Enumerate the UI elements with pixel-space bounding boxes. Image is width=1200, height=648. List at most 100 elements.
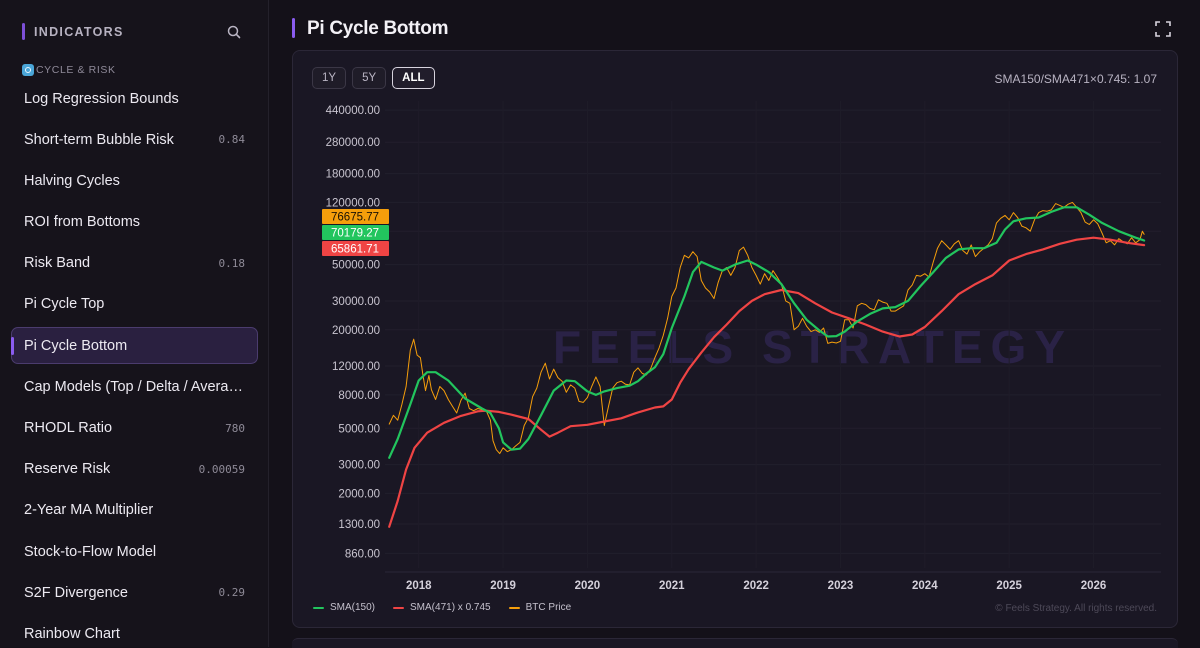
chart-panel: FEELS STRATEGY 440000.00 280000.00 180000.0… xyxy=(292,50,1178,628)
range-1y-button[interactable]: 1Y xyxy=(312,67,347,89)
next-panel-edge xyxy=(292,638,1178,648)
x-tick-label: 2023 xyxy=(828,580,854,592)
price-label-value: 65861.71 xyxy=(331,244,379,256)
x-tick-label: 2025 xyxy=(996,580,1022,592)
y-tick-label: 50000.00 xyxy=(332,260,380,272)
series-line-btc-price xyxy=(388,201,1145,455)
sidebar-item-label: Stock-to-Flow Model xyxy=(24,543,157,560)
legend-swatch-sma150 xyxy=(313,606,324,609)
y-tick-label: 2000.00 xyxy=(338,488,380,500)
y-tick-label: 860.00 xyxy=(345,548,380,560)
sidebar-item-short-term-bubble-risk[interactable]: Short-term Bubble Risk 0.84 xyxy=(11,121,258,158)
price-label-sma-471-x-0-745: 65861.71 xyxy=(322,241,389,256)
price-label-sma-150: 70179.27 xyxy=(322,225,389,240)
watermark: FEELS STRATEGY xyxy=(553,321,1073,373)
chart-legend: SMA(150) SMA(471) x 0.745 BTC Price xyxy=(313,602,571,613)
y-tick-label: 20000.00 xyxy=(332,325,380,337)
pi-cycle-bottom-chart[interactable]: FEELS STRATEGY 440000.00 280000.00 180000.0… xyxy=(293,51,1177,627)
x-tick-label: 2021 xyxy=(659,580,685,592)
sidebar-item-stock-to-flow-model[interactable]: Stock-to-Flow Model xyxy=(11,533,258,570)
sidebar-item-value: 0.84 xyxy=(218,133,246,147)
series-line-sma-150 xyxy=(388,206,1146,459)
sidebar-item-label: ROI from Bottoms xyxy=(24,214,141,231)
x-tick-label: 2020 xyxy=(575,580,601,592)
sidebar-header: INDICATORS xyxy=(22,22,246,42)
sidebar-header-accent xyxy=(22,23,25,40)
range-all-button[interactable]: ALL xyxy=(392,67,435,89)
y-tick-label: 8000.00 xyxy=(338,390,380,402)
price-label-value: 76675.77 xyxy=(331,212,379,224)
sidebar-item-log-regression-bounds[interactable]: Log Regression Bounds xyxy=(11,80,258,117)
sidebar-item-2-year-ma-multiplier[interactable]: 2-Year MA Multiplier xyxy=(11,492,258,529)
section-header-cycle-risk: CYCLE & RISK xyxy=(22,62,116,78)
y-tick-label: 440000.00 xyxy=(326,105,380,117)
sidebar-item-label: Rainbow Chart xyxy=(24,625,120,642)
y-tick-label: 280000.00 xyxy=(326,137,380,149)
search-icon[interactable] xyxy=(226,24,242,40)
legend-label-sma150: SMA(150) xyxy=(330,602,376,613)
sidebar-item-pi-cycle-top[interactable]: Pi Cycle Top xyxy=(11,286,258,323)
page-title: Pi Cycle Bottom xyxy=(307,18,449,39)
sidebar-item-roi-from-bottoms[interactable]: ROI from Bottoms xyxy=(11,204,258,241)
sidebar-item-value: 0.00059 xyxy=(198,462,245,476)
sidebar-item-value: 0.29 xyxy=(218,586,246,600)
sidebar-item-label: RHODL Ratio xyxy=(24,420,113,436)
y-tick-label: 30000.00 xyxy=(332,296,380,308)
price-label-value: 70179.27 xyxy=(331,228,379,240)
sidebar-item-value: 780 xyxy=(225,421,245,435)
legend-item-sma471[interactable]: SMA(471) x 0.745 xyxy=(393,602,491,613)
title-accent xyxy=(292,18,295,38)
sidebar-item-halving-cycles[interactable]: Halving Cycles xyxy=(11,162,258,199)
sidebar-item-label: S2F Divergence xyxy=(24,584,128,601)
sidebar-item-rainbow-chart[interactable]: Rainbow Chart xyxy=(11,615,258,647)
y-tick-label: 5000.00 xyxy=(338,423,380,435)
price-label-bg xyxy=(322,241,389,256)
sidebar-item-rhodl-ratio[interactable]: RHODL Ratio 780 xyxy=(11,410,258,447)
y-tick-label: 1300.00 xyxy=(338,519,380,531)
range-5y-button[interactable]: 5Y xyxy=(352,67,387,89)
price-label-bg xyxy=(322,209,389,224)
series-line-sma-471-x-0-745 xyxy=(388,236,1146,528)
legend-label-btc: BTC Price xyxy=(525,602,572,613)
legend-label-sma471: SMA(471) x 0.745 xyxy=(410,602,491,613)
sidebar-item-label: Reserve Risk xyxy=(24,461,111,478)
y-tick-label: 12000.00 xyxy=(332,361,380,373)
sidebar-item-label: Cap Models (Top / Delta / Average) xyxy=(24,378,245,395)
sidebar-title: INDICATORS xyxy=(34,25,124,39)
sidebar-item-label: Log Regression Bounds xyxy=(24,90,179,107)
x-tick-label: 2018 xyxy=(406,580,432,592)
sidebar-item-pi-cycle-bottom[interactable]: Pi Cycle Bottom xyxy=(11,327,258,365)
legend-swatch-sma471 xyxy=(393,606,405,609)
cycle-icon xyxy=(22,64,34,76)
x-tick-label: 2019 xyxy=(490,580,516,592)
section-label: CYCLE & RISK xyxy=(36,64,116,76)
y-tick-label: 120000.00 xyxy=(326,197,380,209)
sidebar-item-label: Pi Cycle Top xyxy=(24,296,105,313)
sidebar-item-label: 2-Year MA Multiplier xyxy=(24,502,154,519)
sidebar-item-s2f-divergence[interactable]: S2F Divergence 0.29 xyxy=(11,574,258,611)
sidebar-item-label: Risk Band xyxy=(24,255,91,272)
price-label-bg xyxy=(322,225,389,240)
sidebar-item-cap-models-top-delta-average[interactable]: Cap Models (Top / Delta / Average) xyxy=(11,368,258,405)
sidebar-item-label: Short-term Bubble Risk xyxy=(24,131,174,148)
sidebar-item-label: Halving Cycles xyxy=(24,172,120,189)
ratio-readout: SMA150/SMA471×0.745: 1.07 xyxy=(994,72,1157,86)
price-label-btc-price: 76675.77 xyxy=(322,209,389,224)
x-tick-label: 2022 xyxy=(743,580,769,592)
fullscreen-icon[interactable] xyxy=(1154,20,1172,38)
indicator-list: Log Regression Bounds Short-term Bubble R… xyxy=(11,80,258,647)
range-selector: 1Y 5Y ALL xyxy=(312,67,435,89)
legend-item-btc[interactable]: BTC Price xyxy=(508,602,572,613)
legend-item-sma150[interactable]: SMA(150) xyxy=(313,602,375,613)
indicators-sidebar: INDICATORS CYCLE & RISK Log Regression B… xyxy=(0,0,269,647)
copyright-text: © Feels Strategy. All rights reserved. xyxy=(995,603,1157,614)
legend-swatch-btc xyxy=(508,606,520,609)
y-tick-label: 180000.00 xyxy=(326,169,380,181)
sidebar-item-label: Pi Cycle Bottom xyxy=(24,337,128,354)
sidebar-item-value: 0.18 xyxy=(218,256,246,270)
y-tick-label: 3000.00 xyxy=(338,460,380,472)
sidebar-item-reserve-risk[interactable]: Reserve Risk 0.00059 xyxy=(11,451,258,488)
x-tick-label: 2024 xyxy=(912,580,938,592)
sidebar-item-risk-band[interactable]: Risk Band 0.18 xyxy=(11,245,258,282)
x-tick-label: 2026 xyxy=(1081,580,1107,592)
